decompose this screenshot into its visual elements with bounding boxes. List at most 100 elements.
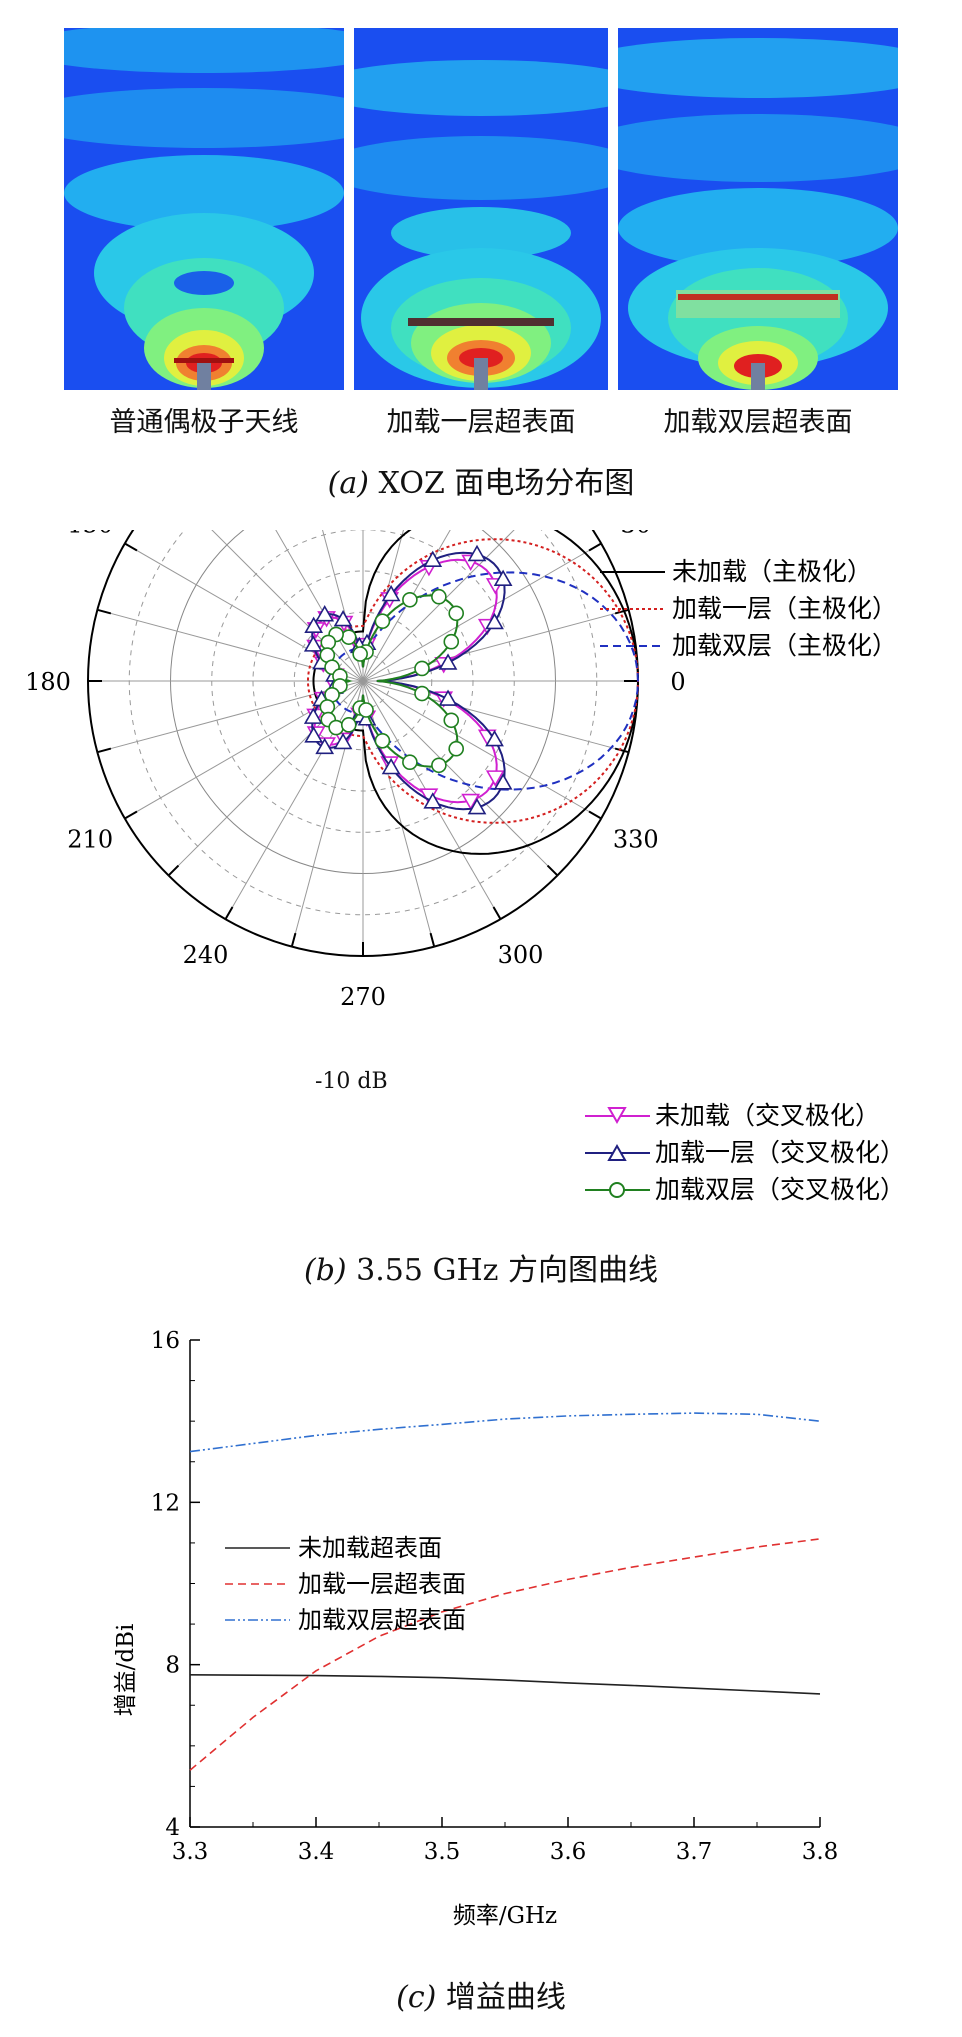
angle-label-0: 0	[670, 668, 685, 696]
marker-two-layer-cross	[431, 588, 447, 605]
gain-legend-2: 加载一层超表面	[298, 1570, 466, 1598]
marker-two-layer-cross	[443, 712, 460, 729]
marker-two-layer-cross	[414, 660, 430, 677]
marker-one-layer-cross	[493, 773, 513, 790]
polar-spoke	[362, 680, 558, 876]
polar-tick	[546, 864, 559, 877]
field-image-dipole	[64, 28, 344, 390]
marker-one-layer-cross	[423, 550, 443, 567]
angle-label-240: 240	[183, 941, 229, 969]
marker-one-layer-cross	[315, 605, 335, 622]
marker-two-layer-cross	[352, 646, 368, 662]
polar-grid	[87, 530, 639, 957]
marker-two-layer-cross	[374, 613, 391, 630]
marker-one-layer-cross	[304, 726, 324, 743]
marker-two-layer-cross	[448, 740, 465, 757]
caption-c-text: 增益曲线	[445, 1980, 566, 2015]
field-plot-1	[64, 28, 344, 390]
curve-unloaded-copol	[312, 530, 639, 855]
polar-tick	[588, 810, 602, 820]
marker-two-layer-cross	[448, 605, 465, 622]
polar-spoke	[362, 609, 629, 682]
image-label-3: 加载双层超表面	[663, 407, 853, 438]
gain-series-1	[189, 1674, 821, 1695]
polar-curves	[303, 530, 639, 855]
marker-one-layer-cross	[333, 732, 353, 750]
marker-two-layer-cross	[358, 702, 374, 718]
angle-label-150: 150	[67, 530, 113, 539]
polar-tick	[614, 608, 629, 615]
image-label-2: 加载一层超表面	[386, 407, 576, 438]
field-plot-2	[354, 28, 608, 390]
marker-one-layer-cross	[303, 635, 323, 652]
gain-ylabel: 增益/dBi	[113, 1624, 139, 1717]
gain-xlabel: 频率/GHz	[453, 1903, 557, 1929]
legend-copol-2: 加载一层（主极化）	[672, 594, 897, 623]
polar-tick	[224, 906, 234, 920]
marker-one-layer-cross	[333, 609, 353, 627]
caption-c-prefix: (c)	[396, 1980, 437, 2015]
marker-two-layer-cross	[402, 754, 418, 771]
gain-chart: 4 8 12 16 3.3 3.4 3.5 3.6 3.7 3.8 增益/dBi 频率/GHz 未…	[113, 1328, 839, 1929]
angle-label-210: 210	[67, 826, 113, 854]
gain-legend: 未加载超表面 加载一层超表面 加载双层超表面	[225, 1534, 466, 1634]
gain-xtick-label-3.7: 3.7	[676, 1839, 713, 1865]
polar-tick	[97, 747, 112, 754]
polar-tick	[124, 542, 138, 552]
field-plot-3	[618, 28, 898, 390]
marker-unloaded-cross	[485, 770, 505, 787]
polar-spoke	[362, 680, 602, 819]
gain-ytick-label-4: 4	[165, 1815, 180, 1841]
marker-one-layer-cross	[485, 729, 504, 747]
gain-series-3	[189, 1412, 821, 1453]
legend-cross-3: 加载双层（交叉极化）	[655, 1175, 905, 1204]
marker-one-layer-cross	[485, 612, 504, 630]
gain-xtick-label-3.8: 3.8	[802, 1839, 839, 1865]
legend-copol-3: 加载双层（主极化）	[672, 631, 897, 660]
radial-label: -10 dB	[315, 1069, 388, 1094]
marker-one-layer-cross	[381, 757, 401, 775]
marker-two-layer-cross	[402, 591, 418, 608]
polar-chart: 0306090120150180210240270300330 -10 dB 未…	[25, 530, 905, 1204]
marker-one-layer-cross	[467, 797, 487, 815]
polar-tick	[124, 810, 138, 820]
marker-two-layer-cross	[340, 629, 357, 645]
angle-label-30: 30	[621, 530, 652, 539]
polar-spoke	[275, 530, 364, 682]
angle-label-300: 300	[498, 941, 544, 969]
field-image-two-layer	[618, 28, 898, 390]
gain-series-2	[189, 1538, 821, 1771]
gain-ytick-label-8: 8	[165, 1653, 180, 1679]
polar-tick	[290, 932, 297, 947]
marker-two-layer-cross	[328, 719, 344, 736]
polar-spoke	[225, 680, 364, 920]
polar-tick	[167, 864, 180, 877]
polar-tick	[614, 747, 629, 754]
gain-xtick-label-3.6: 3.6	[550, 1839, 587, 1865]
image-label-1: 普通偶极子天线	[109, 407, 299, 438]
marker-two-layer-cross	[340, 717, 357, 733]
caption-b-prefix: (b)	[304, 1253, 347, 1288]
polar-tick	[97, 608, 112, 615]
gain-ytick-label-16: 16	[151, 1328, 180, 1354]
marker-one-layer-cross	[467, 544, 487, 562]
legend-cross-2: 加载一层（交叉极化）	[655, 1138, 905, 1167]
gain-xtick-label-3.5: 3.5	[424, 1839, 461, 1865]
marker-one-layer-cross	[303, 707, 323, 724]
gain-legend-3: 加载双层超表面	[298, 1606, 466, 1634]
marker-one-layer-cross	[438, 689, 458, 706]
marker-one-layer-cross	[315, 737, 335, 755]
marker-one-layer-cross	[423, 792, 443, 809]
angle-label-330: 330	[613, 826, 659, 854]
polar-tick	[429, 932, 436, 947]
gain-legend-1: 未加载超表面	[298, 1534, 442, 1562]
polar-spoke	[362, 530, 515, 682]
curve-one-layer-copol	[307, 538, 639, 824]
polar-spoke	[362, 543, 602, 682]
legend-copol-1: 未加载（主极化）	[672, 557, 872, 586]
caption-a-prefix: (a)	[327, 466, 369, 501]
gain-ytick-label-12: 12	[151, 1490, 180, 1516]
marker-one-layer-cross	[438, 653, 458, 670]
gain-xtick-label-3.3: 3.3	[172, 1839, 209, 1865]
caption-c: (c) 增益曲线	[0, 1972, 962, 2016]
